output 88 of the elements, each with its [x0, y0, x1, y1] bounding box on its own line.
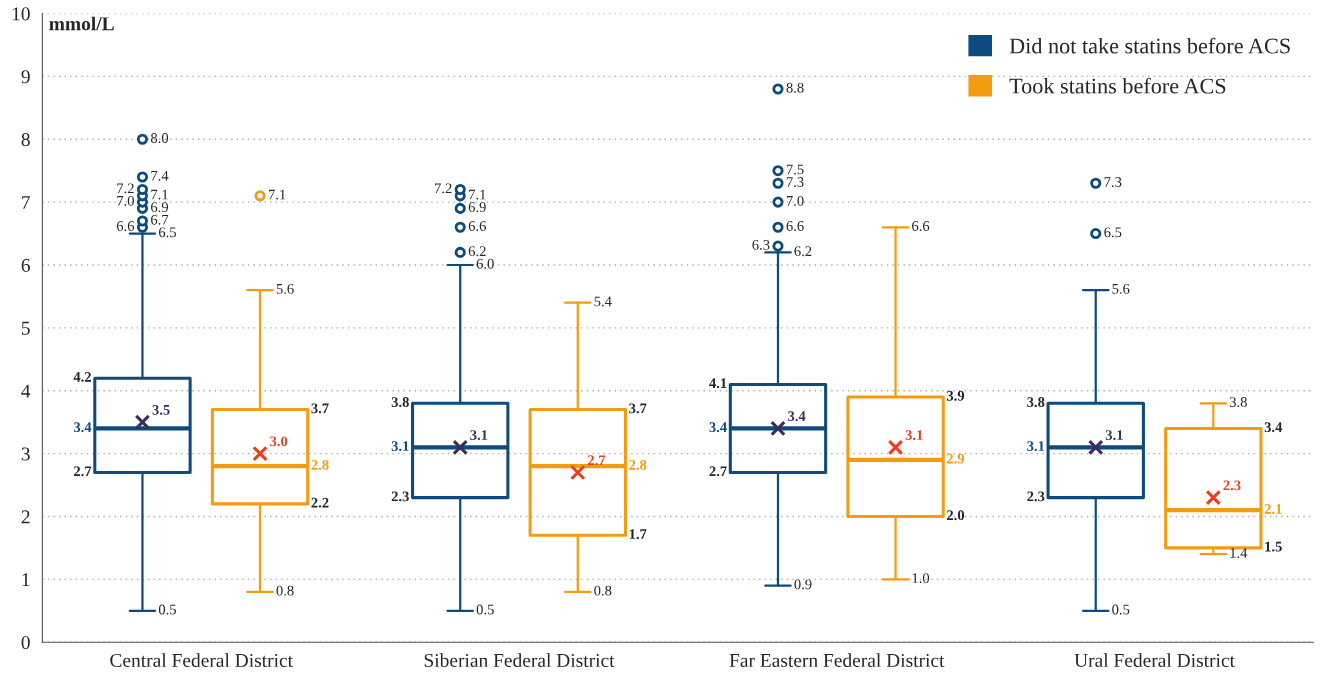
- annotation: 7.1: [268, 189, 286, 200]
- y-tick-label: 4: [21, 384, 31, 398]
- y-tick-label: 6: [21, 258, 30, 272]
- annotation: 6.2: [468, 246, 486, 257]
- annotation: 6.6: [786, 221, 804, 231]
- annotation: 6.5: [1104, 227, 1122, 238]
- annotation: 7.1: [151, 189, 168, 200]
- annotation: 7.0: [117, 195, 134, 206]
- y-tick-label: 3: [21, 447, 30, 461]
- annotation: 5.6: [1112, 283, 1130, 294]
- annotation: 1.0: [912, 573, 930, 584]
- annotation: 3.7: [311, 403, 329, 414]
- annotation: 3.7: [629, 403, 647, 414]
- annotation: 2.8: [629, 459, 647, 470]
- annotation: 2.7: [709, 466, 727, 477]
- legend-label: Took statins before ACS: [1009, 77, 1226, 94]
- annotation: 3.8: [1229, 397, 1247, 408]
- annotation: 3.1: [905, 430, 923, 441]
- annotation: 5.6: [276, 283, 294, 294]
- annotation: 1.7: [629, 529, 647, 540]
- annotation: 7.4: [151, 170, 169, 181]
- y-tick-label: 2: [21, 510, 30, 524]
- annotation: 3.1: [470, 430, 488, 441]
- x-tick-label: Central Federal District: [110, 653, 293, 667]
- annotation: 2.8: [311, 459, 329, 470]
- annotation: 8.8: [786, 82, 804, 93]
- annotation: 6.6: [912, 221, 930, 231]
- x-tick-label: Siberian Federal District: [424, 653, 615, 667]
- y-tick-label: 1: [22, 573, 30, 587]
- annotation: 6.5: [158, 227, 177, 238]
- annotation: 3.4: [709, 422, 727, 433]
- annotation: 6.9: [151, 202, 169, 213]
- x-tick-label: Ural Federal District: [1074, 653, 1235, 667]
- annotation: 4.1: [709, 378, 727, 389]
- annotation: 3.4: [1264, 422, 1283, 433]
- annotation: 2.3: [391, 491, 409, 502]
- annotation: 0.5: [476, 604, 494, 615]
- annotation: 3.1: [391, 441, 409, 452]
- annotation: 6.2: [794, 246, 812, 257]
- annotation: 2.3: [1027, 491, 1045, 502]
- y-tick-label: 0: [21, 636, 30, 650]
- annotation: 6.9: [468, 202, 486, 213]
- y-tick-label: 10: [12, 7, 30, 21]
- annotation: 1.5: [1265, 541, 1282, 552]
- legend-label: Did not take statins before ACS: [1009, 37, 1290, 54]
- annotation: 2.9: [947, 453, 965, 464]
- annotation: 7.2: [435, 183, 452, 194]
- annotation: 3.0: [270, 436, 288, 447]
- annotation: 6.0: [476, 258, 494, 269]
- y-axis-title: mmol/L: [49, 16, 114, 31]
- annotation: 2.7: [74, 466, 92, 477]
- annotation: 7.2: [117, 183, 134, 194]
- annotation: 7.1: [469, 189, 486, 200]
- annotation: 3.8: [1027, 397, 1045, 408]
- annotation: 2.0: [947, 510, 965, 521]
- y-tick-label: 5: [21, 321, 30, 335]
- annotation: 6.6: [116, 221, 135, 231]
- annotation: 6.6: [468, 221, 486, 231]
- annotation: 6.3: [752, 239, 770, 250]
- annotation: 3.5: [152, 405, 170, 415]
- y-tick-label: 8: [21, 133, 30, 147]
- annotation: 3.8: [391, 397, 409, 408]
- annotation: 3.4: [788, 411, 806, 422]
- annotation: 2.3: [1223, 480, 1241, 491]
- annotation: 0.5: [1112, 604, 1130, 615]
- annotation: 7.3: [1104, 177, 1122, 187]
- annotation: 0.8: [276, 585, 294, 596]
- x-tick-label: Far Eastern Federal District: [729, 653, 945, 667]
- annotation: 7.0: [786, 195, 804, 206]
- annotation: 3.1: [1105, 430, 1123, 441]
- annotation: 6.7: [151, 214, 169, 225]
- annotation: 7.3: [786, 177, 804, 187]
- annotation: 7.5: [786, 164, 804, 175]
- annotation: 5.4: [594, 296, 612, 307]
- annotation: 3.4: [73, 422, 92, 433]
- annotation: 3.9: [946, 390, 965, 401]
- annotation: 2.2: [311, 497, 329, 508]
- annotation: 1.4: [1230, 548, 1248, 558]
- annotation: 0.8: [594, 585, 612, 596]
- annotation: 2.7: [587, 455, 606, 466]
- y-tick-label: 7: [22, 196, 30, 209]
- annotation: 0.9: [794, 579, 812, 590]
- y-tick-label: 9: [21, 70, 30, 84]
- annotation: 3.1: [1027, 441, 1045, 452]
- annotation: 0.5: [158, 604, 177, 615]
- annotation: 4.2: [73, 372, 91, 382]
- annotation: 8.0: [150, 133, 169, 143]
- annotation: 2.1: [1264, 504, 1282, 514]
